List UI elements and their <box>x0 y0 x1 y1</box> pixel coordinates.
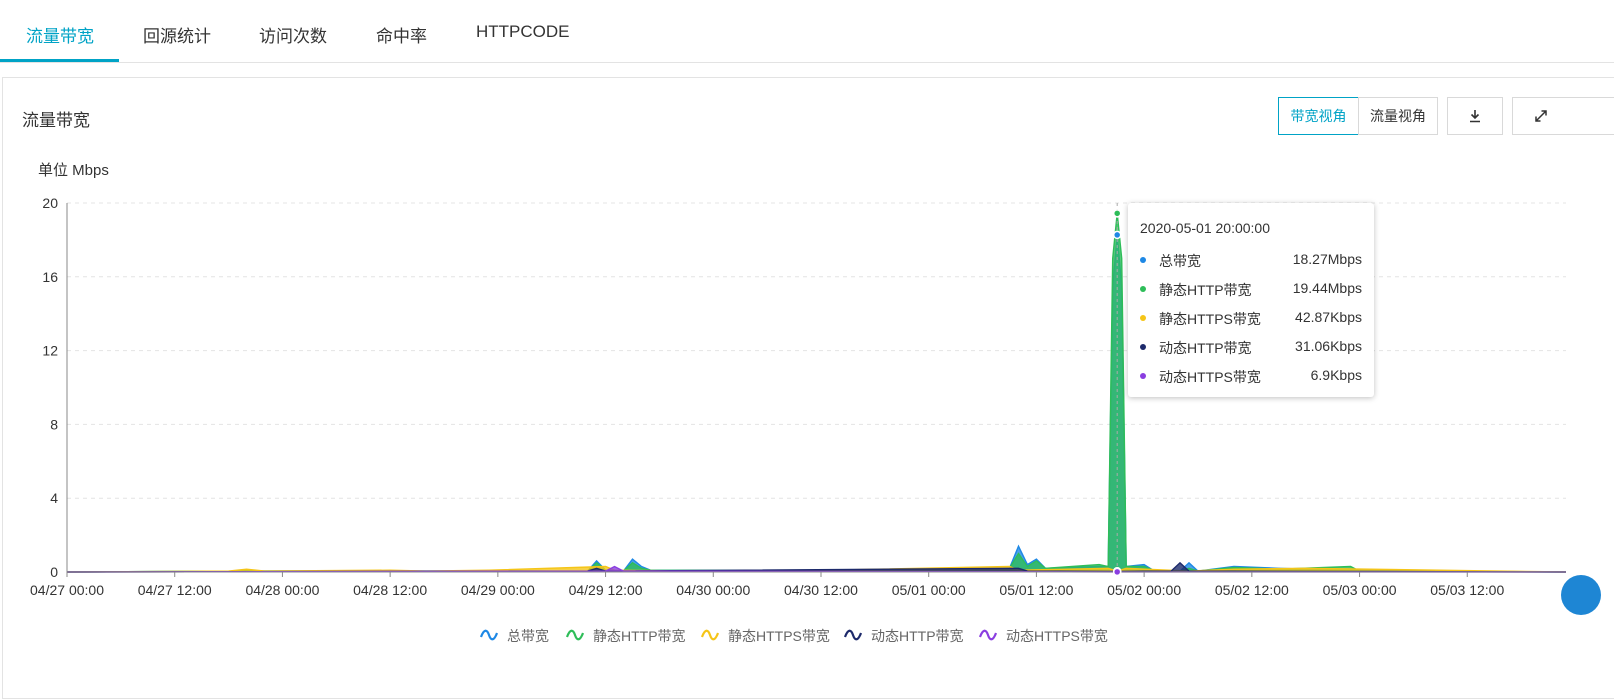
tooltip-series-value: 6.9Kbps <box>1310 367 1362 383</box>
tooltip-series-name: 静态HTTP带宽 <box>1159 282 1252 298</box>
x-tick-label: 05/03 12:00 <box>1430 582 1504 598</box>
x-tick-label: 04/28 00:00 <box>245 582 319 598</box>
tab-httpcode[interactable]: HTTPCODE <box>476 22 570 41</box>
tooltip-row: 动态HTTPS带宽 6.9Kbps <box>1128 366 1374 386</box>
tooltip-dot <box>1140 315 1146 321</box>
legend-label: 动态HTTP带宽 <box>871 628 964 644</box>
tooltip-series-name: 动态HTTP带宽 <box>1159 340 1252 356</box>
hover-point-0 <box>1112 230 1122 240</box>
legend-wave-icon <box>480 629 498 641</box>
legend-wave-icon <box>844 629 862 641</box>
tooltip-row: 静态HTTP带宽 19.44Mbps <box>1128 279 1374 299</box>
x-tick-label: 04/27 00:00 <box>30 582 104 598</box>
tooltip-dot <box>1140 257 1146 263</box>
tab-origin-stats[interactable]: 回源统计 <box>143 27 211 46</box>
hover-point-1 <box>1112 209 1122 218</box>
tooltip-time: 2020-05-01 20:00:00 <box>1140 220 1270 236</box>
x-tick-label: 05/02 00:00 <box>1107 582 1181 598</box>
y-tick-label: 8 <box>50 416 58 432</box>
bandwidth-chart[interactable]: 0 4 8 12 16 20 04/27 00:00 04/27 12:00 04/28 00:… <box>0 0 1614 676</box>
tooltip-dot <box>1140 344 1146 350</box>
x-tick-label: 04/30 00:00 <box>676 582 750 598</box>
download-button[interactable] <box>1447 97 1503 135</box>
tooltip-series-value: 18.27Mbps <box>1292 251 1362 267</box>
y-tick-label: 12 <box>42 343 58 359</box>
chart-unit-label: 单位 Mbps <box>38 162 109 179</box>
legend-label: 动态HTTPS带宽 <box>1006 628 1108 644</box>
tooltip-series-name: 动态HTTPS带宽 <box>1159 369 1261 385</box>
legend-label: 总带宽 <box>507 628 549 644</box>
tab-bar: 流量带宽 回源统计 访问次数 命中率 HTTPCODE <box>0 0 1614 63</box>
y-tick-label: 16 <box>42 269 58 285</box>
tooltip-series-value: 19.44Mbps <box>1292 280 1362 296</box>
expand-icon <box>1535 110 1547 122</box>
x-tick-label: 04/29 00:00 <box>461 582 535 598</box>
chart-tooltip: 2020-05-01 20:00:00 总带宽 18.27Mbps 静态HTTP… <box>1128 203 1374 397</box>
x-tick-label: 05/01 00:00 <box>892 582 966 598</box>
x-tick-label: 05/03 00:00 <box>1323 582 1397 598</box>
legend-wave-icon <box>701 629 719 641</box>
tooltip-dot <box>1140 373 1146 379</box>
x-tick-label: 05/01 12:00 <box>999 582 1073 598</box>
tooltip-dot <box>1140 286 1146 292</box>
x-tick-label: 05/02 12:00 <box>1215 582 1289 598</box>
legend-label: 静态HTTP带宽 <box>593 628 686 644</box>
y-tick-label: 0 <box>50 564 58 580</box>
hover-point-4 <box>1112 567 1122 577</box>
tooltip-row: 静态HTTPS带宽 42.87Kbps <box>1128 308 1374 328</box>
fullscreen-button[interactable] <box>1512 97 1614 135</box>
legend-wave-icon <box>566 629 584 641</box>
tooltip-row: 动态HTTP带宽 31.06Kbps <box>1128 337 1374 357</box>
x-tick-label: 04/30 12:00 <box>784 582 858 598</box>
legend-label: 静态HTTPS带宽 <box>728 628 830 644</box>
tooltip-series-value: 42.87Kbps <box>1295 309 1362 325</box>
y-tick-label: 20 <box>42 195 58 211</box>
tab-hit-rate[interactable]: 命中率 <box>376 27 427 46</box>
panel-title: 流量带宽 <box>22 111 90 130</box>
x-tick-label: 04/27 12:00 <box>138 582 212 598</box>
tooltip-series-name: 静态HTTPS带宽 <box>1159 311 1261 327</box>
bandwidth-view-button[interactable]: 带宽视角 <box>1278 97 1359 135</box>
active-tab-indicator <box>0 59 119 62</box>
tooltip-series-value: 31.06Kbps <box>1295 338 1362 354</box>
tooltip-series-name: 总带宽 <box>1159 253 1201 269</box>
traffic-view-button[interactable]: 流量视角 <box>1358 97 1438 135</box>
tooltip-row: 总带宽 18.27Mbps <box>1128 250 1374 270</box>
download-icon <box>1470 110 1480 123</box>
x-tick-label: 04/28 12:00 <box>353 582 427 598</box>
y-tick-label: 4 <box>50 490 58 506</box>
x-tick-label: 04/29 12:00 <box>569 582 643 598</box>
legend-wave-icon <box>979 629 997 641</box>
tab-visits[interactable]: 访问次数 <box>259 27 327 46</box>
floating-help-button[interactable] <box>1561 575 1601 615</box>
tab-bandwidth[interactable]: 流量带宽 <box>26 27 94 46</box>
